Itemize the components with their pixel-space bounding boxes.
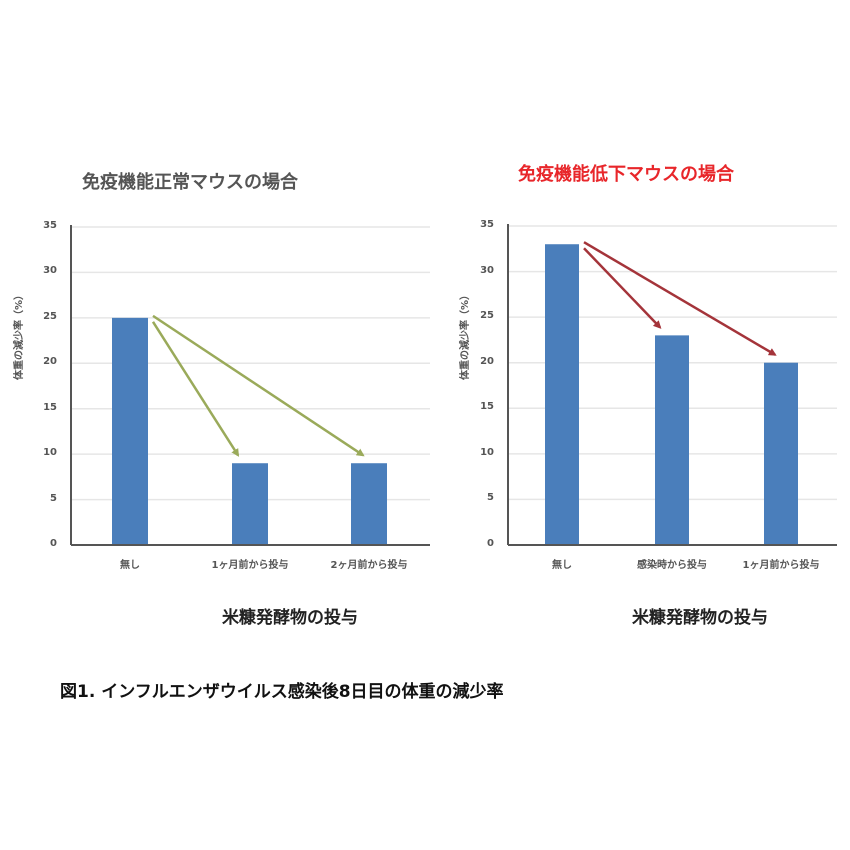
trend-arrow xyxy=(151,321,240,457)
bar-left-2 xyxy=(351,463,387,545)
figure-caption: 図1. インフルエンザウイルス感染後8日目の体重の減少率 xyxy=(60,682,504,702)
y-tick-label: 25 xyxy=(43,310,57,322)
y-tick-label: 0 xyxy=(50,538,57,549)
y-tick-label: 5 xyxy=(50,492,57,504)
y-tick-label: 10 xyxy=(43,447,57,459)
x-category-label: 1ヶ月前から投与 xyxy=(742,560,820,571)
y-tick-label: 15 xyxy=(43,401,57,413)
chart-title-normal-immunity: 免疫機能正常マウスの場合 xyxy=(82,172,298,193)
y-tick-label: 25 xyxy=(480,310,494,322)
y-tick-label: 35 xyxy=(43,220,57,231)
bar-right-2 xyxy=(764,362,798,545)
y-tick-label: 20 xyxy=(480,355,494,367)
y-tick-label: 5 xyxy=(487,492,494,504)
bar-right-0 xyxy=(545,244,579,545)
y-tick-label: 30 xyxy=(43,265,57,277)
trend-arrow xyxy=(152,314,365,457)
x-axis-label-right: 米糠発酵物の投与 xyxy=(632,608,768,628)
bar-left-0 xyxy=(112,317,148,545)
y-tick-label: 30 xyxy=(480,264,494,276)
y-axis-label-left: 体重の減少率（%） xyxy=(14,289,25,380)
trend-arrow xyxy=(583,247,662,329)
y-tick-label: 35 xyxy=(480,219,494,230)
chart-title-reduced-immunity: 免疫機能低下マウスの場合 xyxy=(518,164,734,185)
y-tick-label: 15 xyxy=(480,401,494,413)
x-axis-label-left: 米糠発酵物の投与 xyxy=(222,608,358,628)
y-axis-label-right: 体重の減少率（%） xyxy=(460,289,471,380)
x-category-label: 2ヶ月前から投与 xyxy=(330,560,408,571)
y-tick-label: 20 xyxy=(43,356,57,368)
y-tick-label: 10 xyxy=(480,446,494,458)
x-category-label: 無し xyxy=(120,560,140,571)
x-category-label: 1ヶ月前から投与 xyxy=(211,560,289,571)
bar-left-1 xyxy=(232,463,268,545)
trend-arrow xyxy=(583,241,777,356)
x-category-label: 感染時から投与 xyxy=(637,560,707,571)
x-category-label: 無し xyxy=(552,560,572,571)
bar-right-1 xyxy=(655,335,689,545)
y-tick-label: 0 xyxy=(487,538,494,549)
